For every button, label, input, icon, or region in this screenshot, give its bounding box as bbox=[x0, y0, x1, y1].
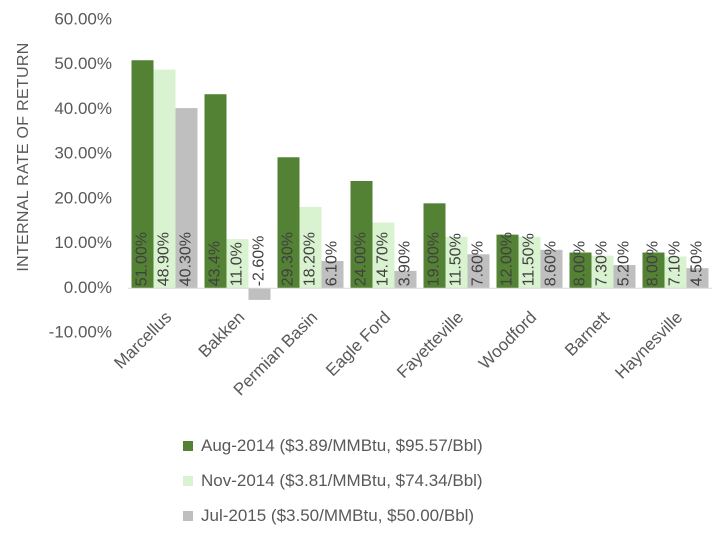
legend-swatch-aug-2014 bbox=[183, 440, 193, 451]
legend-swatch-jul-2015 bbox=[183, 510, 193, 521]
bar-aug-2014-woodford bbox=[496, 234, 519, 289]
legend-label-aug-2014: Aug-2014 ($3.89/MMBtu, $95.57/Bbl) bbox=[201, 435, 483, 455]
data-label: 29.30% bbox=[280, 232, 297, 286]
bars bbox=[131, 60, 709, 300]
bar-jul-2015-marcellus bbox=[175, 108, 198, 289]
bar-nov-2014-fayetteville bbox=[445, 236, 468, 289]
bar-jul-2015-eagle-ford bbox=[394, 270, 417, 289]
legend-item-aug-2014: Aug-2014 ($3.89/MMBtu, $95.57/Bbl) bbox=[183, 428, 483, 463]
category-label: Haynesville bbox=[611, 308, 686, 383]
y-tick-label: 50.00% bbox=[54, 54, 112, 73]
y-tick-label: 20.00% bbox=[54, 188, 112, 207]
data-label: 19.00% bbox=[426, 232, 443, 286]
y-tick-label: 30.00% bbox=[54, 144, 112, 163]
data-label: 24.00% bbox=[353, 232, 370, 286]
bar-aug-2014-bakken bbox=[204, 94, 227, 289]
y-tick-label: 40.00% bbox=[54, 99, 112, 118]
category-label: Woodford bbox=[475, 308, 540, 373]
data-label: 40.30% bbox=[178, 232, 195, 286]
bar-nov-2014-bakken bbox=[226, 239, 249, 289]
bar-jul-2015-woodford bbox=[540, 249, 563, 289]
data-label: 7.10% bbox=[667, 241, 684, 286]
data-label: 8.00% bbox=[645, 241, 662, 286]
y-tick-label: 60.00% bbox=[54, 9, 112, 28]
bar-jul-2015-fayetteville bbox=[467, 254, 490, 289]
bar-nov-2014-haynesville bbox=[664, 256, 687, 289]
y-tick-label: 10.00% bbox=[54, 233, 112, 252]
data-label: 11.50% bbox=[521, 233, 538, 286]
data-label: 12.00% bbox=[499, 232, 516, 286]
y-tick-label: 0.00% bbox=[64, 278, 112, 297]
category-label: Eagle Ford bbox=[322, 308, 394, 380]
legend: Aug-2014 ($3.89/MMBtu, $95.57/Bbl) Nov-2… bbox=[183, 428, 483, 533]
bar-nov-2014-permian-basin bbox=[299, 206, 322, 289]
y-axis-label: INTERNAL RATE OF RETURN bbox=[15, 42, 32, 271]
bar-aug-2014-barnett bbox=[569, 252, 592, 289]
bar-nov-2014-woodford bbox=[518, 236, 541, 289]
bar-aug-2014-haynesville bbox=[642, 252, 665, 289]
legend-swatch-nov-2014 bbox=[183, 475, 193, 486]
legend-label-nov-2014: Nov-2014 ($3.81/MMBtu, $74.34/Bbl) bbox=[201, 470, 483, 490]
data-label: 6.10% bbox=[324, 241, 341, 286]
data-label: 7.30% bbox=[594, 241, 611, 286]
category-label: Bakken bbox=[195, 308, 249, 362]
bar-jul-2015-permian-basin bbox=[321, 261, 344, 289]
data-label: 5.20% bbox=[616, 241, 633, 286]
data-label: -2.60% bbox=[251, 236, 268, 287]
bar-jul-2015-bakken bbox=[248, 288, 271, 300]
bar-jul-2015-haynesville bbox=[686, 268, 709, 289]
data-label: 8.00% bbox=[572, 241, 589, 286]
bar-aug-2014-fayetteville bbox=[423, 203, 446, 289]
data-label: 18.20% bbox=[302, 232, 319, 286]
bar-aug-2014-marcellus bbox=[131, 60, 154, 289]
bar-nov-2014-barnett bbox=[591, 255, 614, 289]
data-label: 3.90% bbox=[397, 241, 414, 286]
data-label: 11.0% bbox=[229, 242, 246, 286]
bar-aug-2014-eagle-ford bbox=[350, 180, 373, 289]
category-label: Marcellus bbox=[110, 308, 175, 373]
legend-item-nov-2014: Nov-2014 ($3.81/MMBtu, $74.34/Bbl) bbox=[183, 463, 483, 498]
category-label: Barnett bbox=[561, 307, 613, 359]
data-labels: 51.00% 48.90% 40.30% 43.4% 11.0% -2.60% 29.30%… bbox=[134, 232, 706, 286]
bar-jul-2015-barnett bbox=[613, 265, 636, 289]
bar-nov-2014-eagle-ford bbox=[372, 222, 395, 289]
data-label: 14.70% bbox=[375, 232, 392, 286]
data-label: 7.60% bbox=[470, 241, 487, 286]
category-label: Fayetteville bbox=[393, 308, 467, 382]
data-label: 43.4% bbox=[207, 241, 224, 286]
legend-item-jul-2015: Jul-2015 ($3.50/MMBtu, $50.00/Bbl) bbox=[183, 498, 483, 533]
y-axis-ticks: -10.00% 0.00% 10.00% 20.00% 30.00% 40.00% 50.0… bbox=[49, 9, 112, 341]
data-label: 51.00% bbox=[134, 232, 151, 286]
data-label: 48.90% bbox=[156, 232, 173, 286]
bar-aug-2014-permian-basin bbox=[277, 157, 300, 289]
y-tick-label: -10.00% bbox=[49, 322, 112, 341]
data-label: 4.50% bbox=[689, 241, 706, 286]
legend-label-jul-2015: Jul-2015 ($3.50/MMBtu, $50.00/Bbl) bbox=[201, 505, 475, 525]
data-label: 11.50% bbox=[448, 233, 465, 286]
data-label: 8.60% bbox=[543, 241, 560, 286]
bar-nov-2014-marcellus bbox=[153, 69, 176, 289]
